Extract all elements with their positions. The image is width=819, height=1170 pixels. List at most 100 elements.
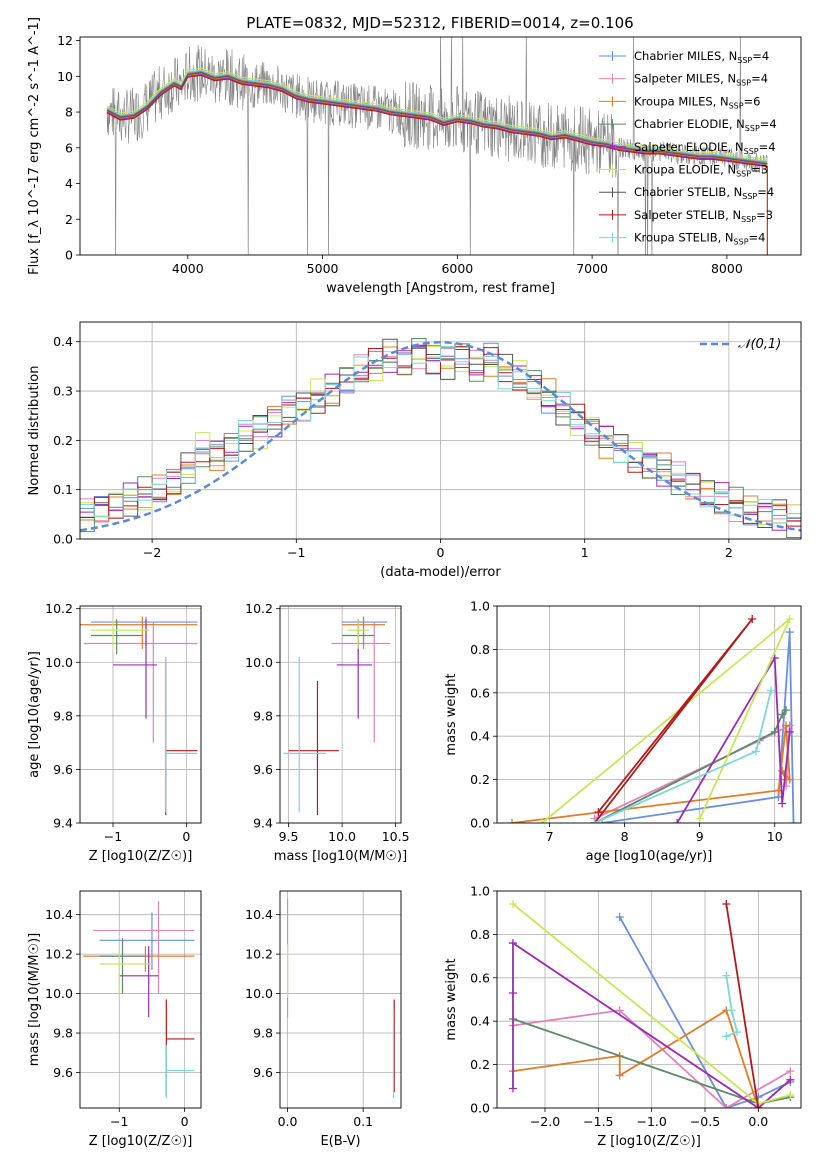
y-tick-label: 10.0 [45,655,73,670]
y-tick-label: 0.0 [53,532,73,547]
y-tick-label: 0.8 [470,642,490,657]
x-tick-label: 0.0 [278,1114,298,1129]
weight-point [733,1028,741,1037]
x-axis-label: age [log10(age/yr)] [586,849,713,864]
weight-point [590,819,599,823]
x-axis-label: mass [log10(M/M☉)] [274,849,407,864]
panel-mass-vs-Z: −1 0 9.6 9.8 10.0 10.2 10.4 Z [log10(Z/Z☉)] mass… [27,890,202,1149]
weight-point [615,913,624,922]
model-line-6 [106,72,768,165]
histogram-step-7 [80,344,801,527]
weight-point [785,615,794,624]
legend-series-name: Kroupa MILES [634,94,713,108]
x-axis-label: E(B-V) [320,1134,360,1149]
x-tick-label: −1.0 [636,1114,666,1129]
x-tick-label: −1 [110,1114,128,1129]
weight-line [725,903,760,1108]
legend-label: Salpeter MILES, NSSP=4 [634,72,768,88]
weight-point [778,710,787,719]
y-tick-label: 10.0 [245,986,273,1001]
weight-point [509,988,517,997]
y-tick-label: 9.8 [53,1026,73,1041]
plot-area [497,891,801,1108]
legend-nssp-value: =4 [749,231,766,245]
y-tick-label: 12 [57,33,73,48]
y-tick-label: 10.2 [245,947,273,962]
histogram-step-8 [80,346,801,524]
weight-point [508,819,517,823]
weight-point [781,706,790,715]
x-tick-label: 0 [437,545,445,560]
y-tick-label: 0.0 [470,1101,490,1116]
y-axis-label: mass weight [444,958,459,1040]
axes-frame [79,890,202,1109]
weight-line [676,655,791,823]
x-tick-label: 2 [725,545,733,560]
weight-point [789,819,798,823]
x-tick-label: 8 [621,829,629,844]
x-tick-label: 7000 [576,261,608,276]
weight-point [615,1006,624,1015]
weight-point [751,747,760,756]
weight-point [594,808,603,817]
y-tick-label: 2 [65,212,73,227]
plot-area [280,606,401,823]
y-tick-label: 10.2 [245,601,273,616]
weight-point [766,686,775,695]
y-tick-label: 10 [57,69,73,84]
legend-series-name: Kroupa ELODIE [634,163,720,177]
x-tick-label: 1 [581,545,589,560]
axes-frame [79,605,202,824]
legend-nssp-value: =4 [760,117,777,131]
axes-frame [496,890,802,1109]
legend-nssp-prefix: , N [720,72,736,86]
y-tick-label: 10.4 [45,907,73,922]
x-axis-label: Z [log10(Z/Z☉)] [89,1134,193,1149]
weight-point [786,1075,795,1084]
panel-mass-vs-EBV: 0.0 0.1 9.6 9.8 10.0 10.2 10.4 E(B-V) [245,890,402,1149]
y-tick-label: 1.0 [470,884,490,899]
y-axis-label: Normed distribution [27,366,42,496]
weight-point [778,799,787,808]
x-tick-label: 10 [767,829,783,844]
model-line-3 [106,71,768,164]
y-axis-label: mass weight [444,673,459,755]
plot-area [280,891,401,1108]
x-axis-label: Z [log10(Z/Z☉)] [597,1134,701,1149]
weight-point [509,900,517,909]
x-tick-label: 9.5 [279,829,299,844]
y-tick-label: 0.6 [470,685,490,700]
panel-residuals: −2 −1 0 1 2 0.0 0.1 0.2 0.3 0.4 (data-model)/error… [27,321,802,580]
x-tick-label: −2.0 [530,1114,560,1129]
y-tick-label: 0.0 [470,816,490,831]
legend-nssp-subscript: SSP [744,147,759,156]
weight-line [618,916,791,1108]
y-axis-label: mass [log10(M/M☉)] [27,933,42,1066]
y-tick-label: 0.2 [53,433,73,448]
legend-nssp-value: =4 [751,72,768,86]
plot-area [497,606,801,823]
legend-nssp-subscript: SSP [736,79,751,88]
legend-nssp-value: =3 [756,208,773,222]
x-tick-label: 0.0 [748,1114,768,1129]
x-axis-label: Z [log10(Z/Z☉)] [89,849,193,864]
legend-series-name: Salpeter MILES [634,72,720,86]
y-tick-label: 0.3 [53,384,73,399]
legend-nssp-subscript: SSP [741,215,756,224]
weight-point [785,727,794,736]
y-tick-label: 0.1 [53,482,73,497]
weight-point [615,1071,624,1080]
legend-nssp-prefix: , N [720,163,736,177]
legend-series-name: Chabrier STELIB [634,185,726,199]
y-tick-label: 9.8 [253,708,273,723]
x-tick-label: −1 [287,545,305,560]
panel-weight-vs-Z: −2.0 −1.5 −1.0 −0.5 0.0 0.0 0.2 0.4 0.6 0.8 1.0 Z [… [444,884,802,1149]
x-tick-label: −2 [143,545,161,560]
legend-label: Chabrier MILES, NSSP=4 [634,49,769,65]
weight-point [781,775,790,784]
legend-nssp-value: =4 [757,185,774,199]
panel-age-vs-Z: −1 0 9.4 9.6 9.8 10.0 10.2 Z [log10(Z/Z☉)] age [… [27,601,202,864]
weight-line [512,1009,791,1108]
legend-label: Kroupa MILES, NSSP=6 [634,94,761,110]
